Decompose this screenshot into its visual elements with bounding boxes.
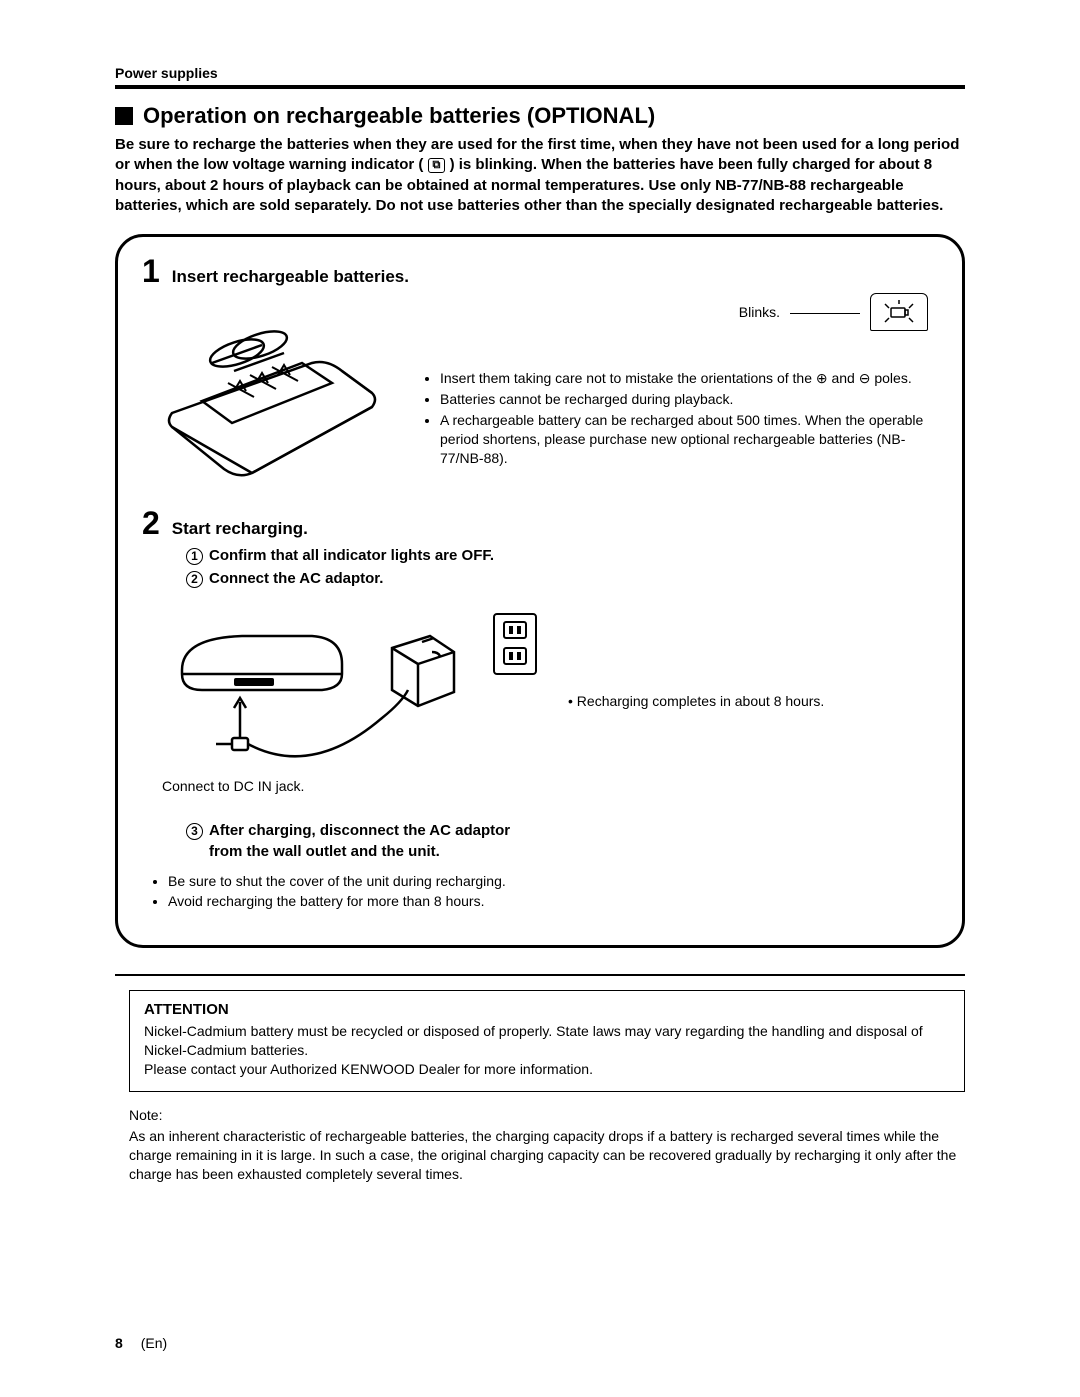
step-1-bullets: Insert them taking care not to mistake t… (422, 369, 938, 467)
circled-2-icon: 2 (186, 571, 203, 588)
substep-3-line1: After charging, disconnect the AC adapto… (209, 822, 510, 839)
note-label: Note: (129, 1106, 965, 1125)
substep-3: 3 After charging, disconnect the AC adapt… (186, 820, 938, 862)
page-title: Operation on rechargeable batteries (OPT… (143, 103, 655, 129)
instruction-panel: 1 Insert rechargeable batteries. (115, 234, 965, 948)
step-1-head: 1 Insert rechargeable batteries. (142, 255, 938, 287)
substep-2-text: Connect the AC adaptor. (209, 570, 383, 587)
step-1-number: 1 (142, 255, 160, 287)
blinks-label: Blinks. (739, 304, 780, 320)
intro-paragraph: Be sure to recharge the batteries when t… (115, 135, 965, 216)
divider-thin (115, 974, 965, 976)
title-square-icon (115, 107, 133, 125)
recharge-complete-text: Recharging completes in about 8 hours. (577, 693, 824, 709)
list-item: Insert them taking care not to mistake t… (440, 369, 938, 388)
list-item: Batteries cannot be recharged during pla… (440, 390, 938, 409)
page-footer: 8 (En) (115, 1335, 167, 1351)
list-item: Be sure to shut the cover of the unit du… (168, 872, 938, 892)
list-item: A rechargeable battery can be recharged … (440, 411, 938, 468)
circled-3-icon: 3 (186, 823, 203, 840)
step-2-body: Connect to DC IN jack. (162, 608, 938, 794)
step-2: 2 Start recharging. 1 Confirm that all in… (142, 507, 938, 911)
ac-adaptor-illustration: Connect to DC IN jack. (162, 608, 462, 794)
step-2-tail-bullets: Be sure to shut the cover of the unit du… (142, 872, 938, 911)
substep-1: 1 Confirm that all indicator lights are O… (186, 545, 938, 568)
substep-1-text: Confirm that all indicator lights are OF… (209, 547, 494, 564)
battery-insert-illustration (142, 293, 402, 483)
substep-2: 2 Connect the AC adaptor. (186, 568, 938, 591)
blinks-leader-line (790, 313, 860, 314)
lcd-blink-icon (870, 293, 928, 331)
page-number: 8 (115, 1335, 123, 1351)
step-1-right: Blinks. (422, 293, 938, 483)
attention-body: Nickel-Cadmium battery must be recycled … (144, 1022, 950, 1079)
substep-3-line2: from the wall outlet and the unit. (209, 843, 440, 860)
low-voltage-indicator-icon: ⧉ (428, 158, 446, 173)
step-1-title: Insert rechargeable batteries. (172, 267, 409, 287)
note-body: As an inherent characteristic of recharg… (129, 1127, 965, 1184)
note-block: Note: As an inherent characteristic of r… (129, 1106, 965, 1184)
manual-page: Power supplies Operation on rechargeable… (0, 0, 1080, 1397)
circled-1-icon: 1 (186, 548, 203, 565)
page-lang: (En) (141, 1335, 167, 1351)
divider-thick (115, 85, 965, 89)
step-2-number: 2 (142, 507, 160, 539)
section-label: Power supplies (115, 65, 965, 81)
attention-title: ATTENTION (144, 1001, 950, 1018)
title-row: Operation on rechargeable batteries (OPT… (115, 103, 965, 129)
blinks-indicator-row: Blinks. (422, 293, 938, 331)
wall-outlet-illustration (492, 612, 538, 676)
dc-in-caption: Connect to DC IN jack. (162, 778, 462, 794)
step-2-title: Start recharging. (172, 519, 308, 539)
list-item: Avoid recharging the battery for more th… (168, 892, 938, 912)
recharge-complete-note: • Recharging completes in about 8 hours. (568, 693, 824, 709)
step-2-head: 2 Start recharging. (142, 507, 938, 539)
attention-box: ATTENTION Nickel-Cadmium battery must be… (129, 990, 965, 1092)
step-1: 1 Insert rechargeable batteries. (142, 255, 938, 483)
step-2-substeps: 1 Confirm that all indicator lights are O… (186, 545, 938, 590)
step-1-body: Blinks. (142, 293, 938, 483)
